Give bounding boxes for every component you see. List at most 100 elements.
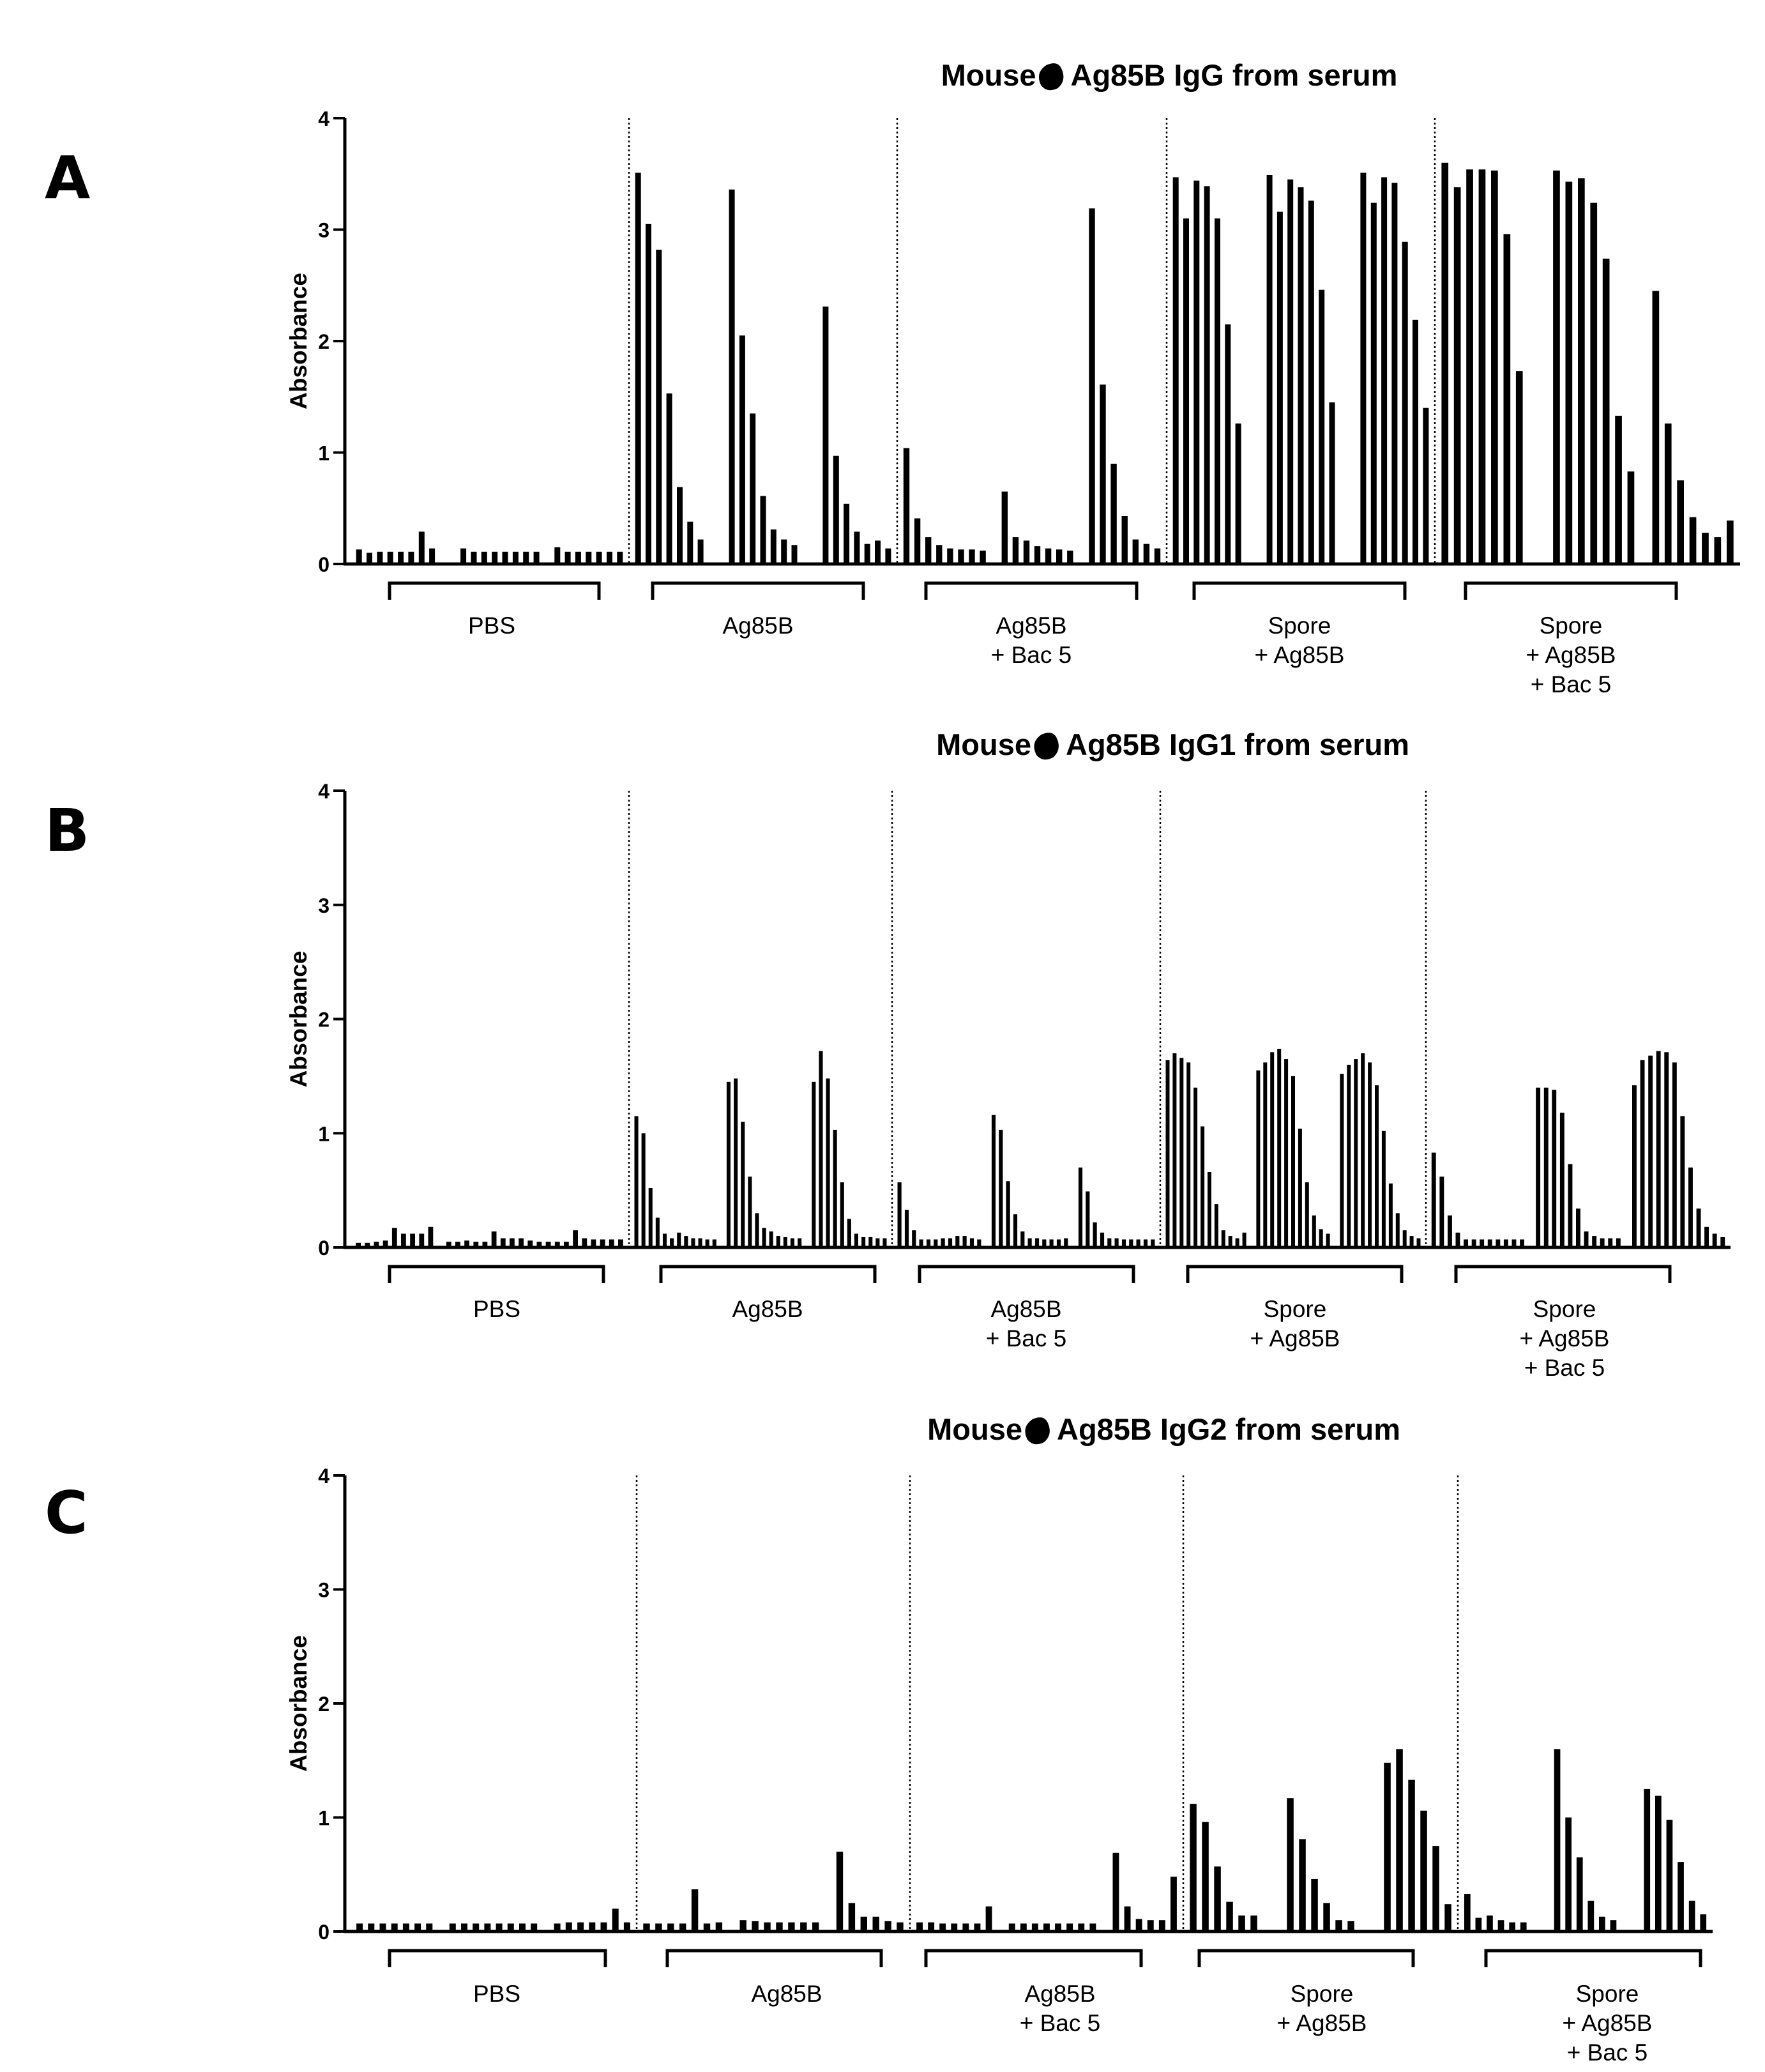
bar [634, 1116, 639, 1247]
bar [861, 1237, 866, 1247]
bar [1664, 1052, 1669, 1247]
bar [739, 1920, 746, 1931]
bar [1143, 544, 1150, 564]
bar [822, 306, 829, 564]
bar [705, 1239, 709, 1247]
bar [1226, 1901, 1233, 1931]
bar [864, 544, 870, 564]
bar [408, 551, 414, 564]
bar [1432, 1846, 1439, 1931]
group-label: Spore [1540, 613, 1603, 639]
bar [854, 1233, 858, 1247]
bar [1584, 1231, 1589, 1247]
y-tick-label: 0 [318, 1237, 330, 1260]
bar [1576, 1208, 1580, 1247]
bar [755, 1213, 759, 1247]
y-tick-label: 1 [318, 1807, 330, 1830]
bar [826, 1078, 830, 1247]
bar [1319, 289, 1325, 564]
bar [1388, 1183, 1393, 1247]
bar [1172, 1053, 1177, 1247]
bar [1340, 1074, 1344, 1247]
group-bracket [918, 1265, 1135, 1283]
bar [1680, 1116, 1685, 1247]
bar [1100, 1232, 1105, 1247]
bar [958, 549, 964, 564]
bar [1121, 516, 1128, 564]
bar [1608, 1238, 1613, 1247]
y-axis-label: Absorbance [285, 273, 312, 409]
bar [1361, 1053, 1365, 1247]
group-label: PBS [468, 613, 515, 639]
bar [573, 1230, 578, 1247]
bar [600, 1239, 605, 1247]
bar [1455, 1232, 1460, 1247]
chart-title-prefix: Mouse [927, 1412, 1022, 1446]
bar [554, 1923, 561, 1931]
bar [484, 1923, 491, 1931]
bar [1078, 1923, 1085, 1931]
bar [1124, 1906, 1131, 1931]
y-tick-label: 3 [318, 894, 330, 917]
bar [1235, 423, 1241, 564]
bar [999, 1129, 1003, 1247]
bar [875, 540, 881, 564]
bar [1042, 1239, 1047, 1247]
bar [1132, 539, 1139, 564]
bar [1420, 1810, 1427, 1931]
bar [1305, 1182, 1309, 1247]
bar [1329, 402, 1335, 564]
y-axis-label: Absorbance [285, 1635, 312, 1772]
bar [492, 551, 498, 564]
bar [985, 1906, 992, 1931]
bar [455, 1242, 460, 1247]
bar [1664, 423, 1672, 564]
bar [1228, 1236, 1232, 1247]
bar [612, 1908, 619, 1931]
bar [391, 1923, 398, 1931]
bar [1565, 1817, 1572, 1931]
bar [1312, 1215, 1316, 1247]
bar [1172, 177, 1179, 564]
bar [776, 1922, 783, 1931]
bar [955, 1236, 960, 1247]
bar [1487, 1239, 1492, 1247]
group-bracket [651, 581, 865, 600]
chart-panel-c: C Mouse Ag85B IgG2 from serum Absorbance 0 1 2… [45, 1412, 1713, 2066]
bar [697, 539, 704, 564]
group-label: Ag85B [751, 1981, 822, 2007]
bar [760, 496, 766, 564]
bar [1413, 319, 1418, 564]
bar [1277, 1049, 1282, 1247]
bar [1515, 371, 1523, 564]
bar [473, 1242, 479, 1247]
bar [356, 549, 362, 564]
bar [1183, 218, 1189, 564]
bar [691, 1889, 699, 1931]
bar [507, 1923, 514, 1931]
bar [969, 1238, 974, 1247]
bar [1158, 1920, 1165, 1931]
bar [1214, 1866, 1221, 1931]
bar [980, 551, 986, 564]
bar [446, 1242, 451, 1247]
bar [1335, 1920, 1342, 1931]
group-label: + Ag85B [1526, 642, 1616, 668]
bar [662, 1233, 667, 1247]
bar [916, 1922, 923, 1931]
group-bracket [1197, 1949, 1415, 1967]
bar [919, 1239, 923, 1247]
bar [1727, 520, 1734, 564]
bar [1287, 1798, 1294, 1931]
alpha-glyph-icon [1038, 63, 1064, 91]
bar [1193, 1087, 1198, 1248]
bar [1402, 241, 1408, 564]
bar [1578, 178, 1585, 564]
bar [1368, 1062, 1372, 1247]
bar [1135, 1919, 1142, 1931]
group-bracket [659, 1265, 877, 1283]
bar [1423, 408, 1429, 564]
bar [1656, 1051, 1661, 1247]
alpha-glyph-icon [1034, 733, 1059, 760]
bar [854, 531, 860, 564]
